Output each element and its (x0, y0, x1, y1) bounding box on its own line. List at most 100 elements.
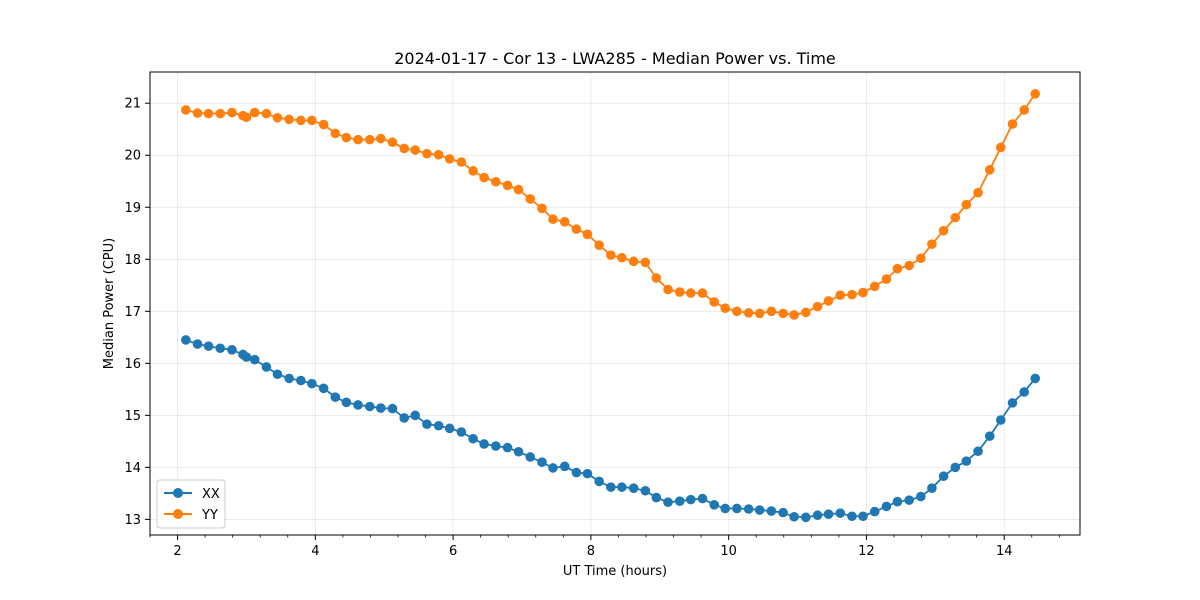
data-point-yy (640, 257, 651, 268)
data-point-yy (938, 225, 949, 236)
data-point-xx (881, 501, 892, 512)
data-point-xx (307, 378, 317, 389)
data-point-xx (571, 467, 582, 478)
data-point-xx (835, 508, 846, 518)
data-point-yy (410, 145, 421, 155)
data-point-xx (674, 496, 685, 506)
data-point-xx (973, 446, 983, 457)
data-point-yy (927, 239, 937, 249)
data-point-yy (916, 253, 926, 264)
data-point-yy (227, 107, 237, 118)
data-point-xx (847, 511, 857, 522)
data-point-xx (272, 369, 283, 380)
data-point-yy (617, 252, 627, 263)
data-point-xx (789, 511, 799, 522)
data-point-xx (938, 471, 949, 482)
data-point-xx (1030, 373, 1041, 384)
data-point-xx (525, 452, 536, 462)
data-point-xx (606, 482, 616, 492)
data-point-xx (537, 457, 547, 467)
data-point-yy (353, 134, 363, 145)
data-point-xx (984, 431, 995, 441)
data-point-yy (456, 157, 467, 167)
data-point-xx (502, 442, 513, 453)
data-point-xx (227, 345, 237, 355)
series-layer (181, 89, 1041, 523)
data-point-yy (835, 290, 846, 300)
data-point-xx (617, 482, 627, 492)
data-point-xx (582, 468, 593, 479)
data-point-xx (640, 485, 651, 496)
x-tick-label: 2 (173, 544, 181, 559)
data-point-xx (468, 433, 478, 444)
data-point-yy (571, 224, 582, 234)
data-point-yy (628, 256, 639, 267)
data-point-xx (203, 341, 214, 351)
data-point-yy (892, 263, 903, 274)
data-point-xx (399, 413, 410, 423)
data-point-xx (995, 415, 1006, 425)
data-point-yy (674, 287, 685, 297)
data-point-xx (249, 354, 260, 365)
data-point-xx (330, 392, 341, 402)
y-tick-label: 13 (124, 513, 141, 528)
data-point-xx (410, 410, 421, 421)
data-point-yy (559, 217, 570, 227)
data-point-xx (433, 420, 444, 431)
data-point-yy (995, 142, 1006, 153)
data-point-yy (479, 172, 489, 183)
data-point-yy (318, 119, 329, 130)
data-point-xx (812, 510, 823, 521)
data-point-xx (456, 427, 467, 437)
data-point-yy (778, 308, 788, 319)
data-point-yy (215, 108, 226, 119)
legend-marker-yy (173, 509, 183, 519)
data-point-yy (284, 114, 294, 125)
data-point-yy (330, 128, 341, 139)
data-point-yy (594, 240, 604, 251)
data-point-yy (468, 166, 478, 176)
data-point-yy (720, 303, 731, 313)
data-point-yy (812, 301, 823, 312)
data-point-yy (847, 289, 857, 300)
x-tick-label: 10 (720, 544, 737, 559)
data-point-xx (192, 339, 203, 349)
series-line-xx (185, 339, 1036, 519)
data-point-xx (685, 494, 696, 505)
data-point-yy (341, 132, 352, 143)
data-point-yy (387, 137, 398, 148)
legend-label-yy: YY (201, 508, 218, 523)
data-point-xx (181, 335, 191, 345)
data-point-xx (341, 397, 352, 408)
data-point-yy (697, 288, 708, 298)
legend: XX YY (156, 479, 226, 529)
data-point-yy (537, 203, 547, 214)
data-point-xx (904, 495, 914, 505)
series-line-yy (185, 93, 1036, 316)
data-point-xx (215, 343, 226, 354)
data-point-xx (754, 505, 765, 515)
data-point-xx (444, 423, 455, 434)
x-tick-label: 14 (996, 544, 1013, 559)
data-point-xx (387, 403, 398, 414)
data-point-yy (881, 274, 892, 284)
data-point-xx (241, 352, 252, 362)
data-point-yy (1030, 89, 1041, 99)
data-point-xx (892, 496, 903, 507)
data-point-yy (307, 115, 317, 126)
data-point-xx (364, 401, 375, 412)
axis-ticks: 2 4 6 8 10 12 14 13 14 15 16 17 18 19 20 21 (124, 97, 1060, 559)
data-point-yy (548, 214, 558, 225)
data-point-yy (950, 212, 961, 223)
data-point-xx (720, 503, 731, 514)
data-point-xx (296, 375, 306, 386)
data-point-xx (628, 483, 639, 493)
data-point-xx (916, 491, 926, 502)
data-point-yy (973, 187, 983, 198)
data-point-xx (1019, 387, 1029, 397)
legend-label-xx: XX (202, 487, 220, 502)
data-point-xx (422, 419, 432, 429)
legend-marker-xx (173, 488, 183, 498)
data-point-xx (869, 506, 880, 517)
data-point-yy (444, 154, 455, 164)
